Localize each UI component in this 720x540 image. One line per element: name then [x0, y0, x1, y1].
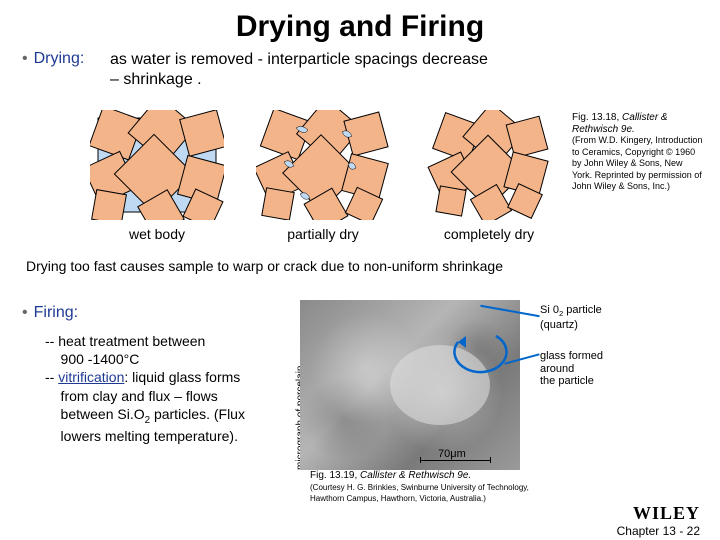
- firing-vitrification: vitrification: [58, 369, 124, 385]
- annot1c: (quartz): [540, 319, 578, 331]
- diagram-dry: [422, 110, 556, 220]
- firing-l5b: particles. (Flux: [150, 406, 245, 422]
- micrograph-image: [300, 300, 520, 470]
- firing-l3a: --: [45, 369, 58, 385]
- cit1-fig: Fig. 13.18,: [572, 112, 622, 123]
- firing-l6: lowers melting temperature).: [45, 428, 238, 444]
- wiley-logo: WILEY: [633, 503, 700, 524]
- annot-quartz: Si 02 particle (quartz): [540, 304, 602, 332]
- drying-diagrams: [90, 110, 556, 220]
- diagram-wet: [90, 110, 224, 220]
- firing-l3b: : liquid glass forms: [124, 369, 240, 385]
- cit1-rest: (From W.D. Kingery, Introduction to Cera…: [572, 135, 702, 191]
- annot1b: particle: [563, 304, 602, 316]
- page-title: Drying and Firing: [0, 0, 720, 44]
- firing-l4: from clay and flux – flows: [45, 388, 218, 404]
- firing-heading: • Firing:: [22, 304, 78, 322]
- drying-line1: as water is removed - interparticle spac…: [110, 51, 488, 68]
- annot2b: around: [540, 363, 574, 375]
- drying-label: Drying:: [34, 50, 85, 67]
- scale-tick-l: [420, 457, 421, 463]
- firing-label: Firing:: [34, 304, 78, 321]
- firing-l2: 900 -1400°C: [45, 351, 139, 367]
- annot-glass: glass formed around the particle: [540, 350, 603, 388]
- chapter-page: Chapter 13 - 22: [617, 524, 700, 538]
- citation-1: Fig. 13.18, Callister & Rethwisch 9e. (F…: [572, 112, 704, 193]
- label-dry: completely dry: [422, 226, 556, 242]
- diagram-partial: [256, 110, 390, 220]
- drying-fast-note: Drying too fast causes sample to warp or…: [26, 258, 503, 274]
- bullet-icon-2: •: [22, 304, 28, 321]
- bullet-icon: •: [22, 50, 28, 67]
- diagram-labels-row: wet body partially dry completely dry: [90, 226, 556, 242]
- citation-2: Fig. 13.19, Callister & Rethwisch 9e. (C…: [310, 470, 530, 505]
- cit2-it: Callister & Rethwisch 9e.: [360, 470, 471, 481]
- firing-l1: -- heat treatment between: [45, 333, 205, 349]
- drying-heading: • Drying:: [22, 50, 84, 68]
- label-partial: partially dry: [256, 226, 390, 242]
- cit2-rest: (Courtesy H. G. Brinkies, Swinburne Univ…: [310, 483, 529, 504]
- drying-line2: – shrinkage .: [110, 71, 202, 88]
- drying-body-text: as water is removed - interparticle spac…: [110, 50, 488, 90]
- annot1a: Si 0: [540, 304, 559, 316]
- scale-bar: [420, 460, 490, 461]
- cit2-fig: Fig. 13.19,: [310, 470, 360, 481]
- firing-body: -- heat treatment between 900 -1400°C --…: [45, 332, 295, 445]
- scale-text: 70μm: [438, 448, 466, 460]
- annot2c: the particle: [540, 375, 594, 387]
- scale-tick-r: [490, 457, 491, 463]
- annot2a: glass formed: [540, 350, 603, 362]
- micrograph: [300, 300, 520, 470]
- firing-l5a: between Si.O: [45, 406, 145, 422]
- label-wet: wet body: [90, 226, 224, 242]
